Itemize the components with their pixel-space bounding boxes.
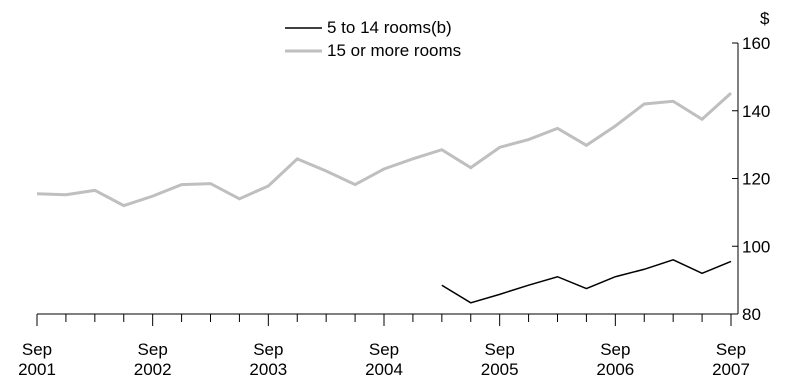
series-layer xyxy=(36,92,733,304)
x-tick-label-year: 2004 xyxy=(365,360,403,379)
x-tick-label-month: Sep xyxy=(485,340,515,359)
legend-label: 5 to 14 rooms(b) xyxy=(327,18,452,37)
legend-label: 15 or more rooms xyxy=(327,41,461,60)
series-line xyxy=(36,92,733,208)
x-tick-label-month: Sep xyxy=(716,340,746,359)
y-tick-label: 120 xyxy=(742,170,770,189)
x-axis: Sep2001Sep2002Sep2003Sep2004Sep2005Sep20… xyxy=(18,313,750,379)
x-tick-label-year: 2007 xyxy=(712,360,750,379)
y-tick-label: 100 xyxy=(742,237,770,256)
x-tick-label-year: 2003 xyxy=(249,360,287,379)
x-tick-label-month: Sep xyxy=(22,340,52,359)
y-axis-unit-label: $ xyxy=(760,9,770,28)
x-tick-label-month: Sep xyxy=(600,340,630,359)
x-tick-label-year: 2005 xyxy=(481,360,519,379)
x-tick-label-year: 2001 xyxy=(18,360,56,379)
legend: 5 to 14 rooms(b) 15 or more rooms xyxy=(285,18,461,60)
series-line xyxy=(441,258,732,304)
x-tick-label-year: 2006 xyxy=(596,360,634,379)
x-tick-label-month: Sep xyxy=(253,340,283,359)
y-tick-label: 160 xyxy=(742,34,770,53)
y-axis: 80 100 120 140 160 xyxy=(732,34,770,324)
x-tick-label-year: 2002 xyxy=(134,360,172,379)
y-tick-label: 140 xyxy=(742,102,770,121)
y-tick-label: 80 xyxy=(742,305,761,324)
x-tick-label-month: Sep xyxy=(369,340,399,359)
x-tick-label-month: Sep xyxy=(138,340,168,359)
